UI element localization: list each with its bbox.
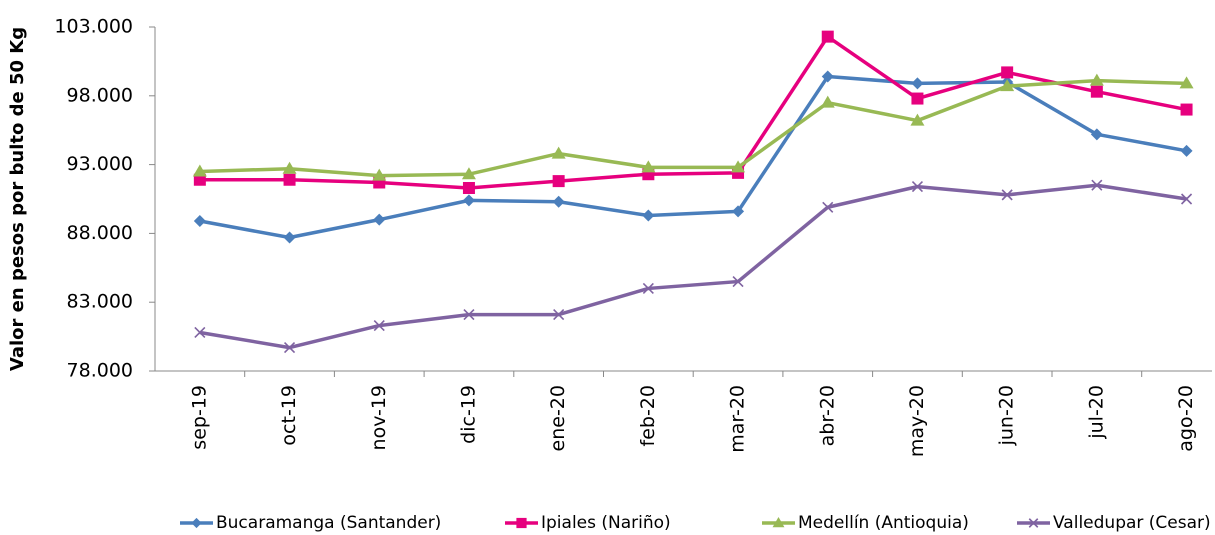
x-tick-label: jun-20: [996, 385, 1018, 446]
x-tick-label: ene-20: [547, 385, 569, 451]
marker: [462, 181, 475, 194]
legend-label: Bucaramanga (Santander): [216, 513, 441, 533]
y-tick-label: 103.000: [54, 16, 133, 38]
y-tick-label: 93.000: [67, 153, 133, 175]
marker: [911, 77, 924, 90]
marker: [911, 92, 924, 105]
marker: [552, 195, 565, 208]
marker: [911, 181, 924, 193]
x-tick-label: dic-19: [457, 385, 479, 444]
marker: [1180, 193, 1193, 205]
x-tick-label: may-20: [906, 385, 928, 457]
series-line: [199, 34, 1187, 190]
marker: [1180, 103, 1193, 116]
marker: [462, 194, 475, 207]
y-tick-label: 83.000: [67, 291, 133, 313]
marker: [372, 168, 387, 181]
marker: [552, 175, 565, 188]
marker: [373, 213, 386, 226]
y-axis-label: Valor en pesos por bulto de 50 Kg: [7, 27, 28, 371]
marker: [193, 173, 206, 186]
marker: [516, 517, 527, 529]
marker: [822, 201, 834, 213]
marker: [1000, 79, 1015, 92]
marker: [1001, 66, 1014, 79]
marker: [731, 160, 746, 173]
marker: [282, 161, 297, 174]
marker: [641, 160, 656, 173]
marker: [1090, 128, 1103, 141]
marker: [194, 326, 206, 339]
marker: [910, 113, 925, 126]
marker: [1090, 85, 1103, 98]
marker: [461, 167, 476, 180]
series-line: [199, 74, 1187, 240]
marker: [551, 146, 566, 159]
x-tick-label: ago-20: [1175, 385, 1197, 452]
marker: [283, 231, 296, 244]
marker: [820, 95, 835, 108]
series-line: [199, 78, 1187, 178]
x-tick-label: abr-20: [816, 385, 838, 446]
marker: [1089, 73, 1104, 86]
marker: [463, 309, 475, 321]
marker: [732, 275, 744, 288]
marker: [1180, 144, 1193, 157]
marker: [772, 517, 785, 528]
marker: [373, 320, 385, 332]
marker: [1001, 189, 1013, 201]
marker: [642, 209, 655, 222]
marker: [191, 517, 202, 529]
x-tick-label: sep-19: [188, 385, 210, 450]
series-line: [199, 183, 1187, 350]
marker: [821, 70, 834, 83]
marker: [732, 205, 745, 218]
legend-label: Medellín (Antioquia): [798, 513, 969, 533]
y-tick-label: 98.000: [67, 84, 133, 106]
legend-label: Valledupar (Cesar): [1053, 513, 1211, 533]
y-tick-label: 78.000: [67, 360, 133, 382]
y-tick-label: 88.000: [67, 222, 133, 244]
marker: [821, 30, 834, 43]
x-tick-label: oct-19: [278, 385, 300, 446]
marker: [1028, 518, 1039, 528]
marker: [1179, 76, 1194, 89]
x-tick-label: nov-19: [368, 385, 390, 450]
x-tick-label: feb-20: [637, 385, 659, 446]
marker: [1091, 179, 1103, 191]
marker: [283, 342, 296, 354]
marker: [283, 173, 296, 186]
marker: [553, 309, 565, 321]
marker: [642, 282, 654, 295]
marker: [193, 215, 206, 228]
marker: [192, 164, 207, 177]
x-tick-label: mar-20: [727, 385, 749, 453]
legend-label: Ipiales (Nariño): [541, 513, 671, 533]
x-tick-label: jul-20: [1085, 385, 1107, 440]
